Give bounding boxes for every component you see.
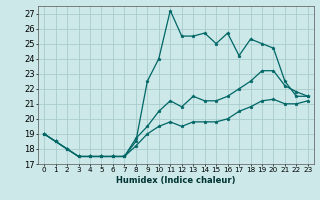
X-axis label: Humidex (Indice chaleur): Humidex (Indice chaleur) <box>116 176 236 185</box>
